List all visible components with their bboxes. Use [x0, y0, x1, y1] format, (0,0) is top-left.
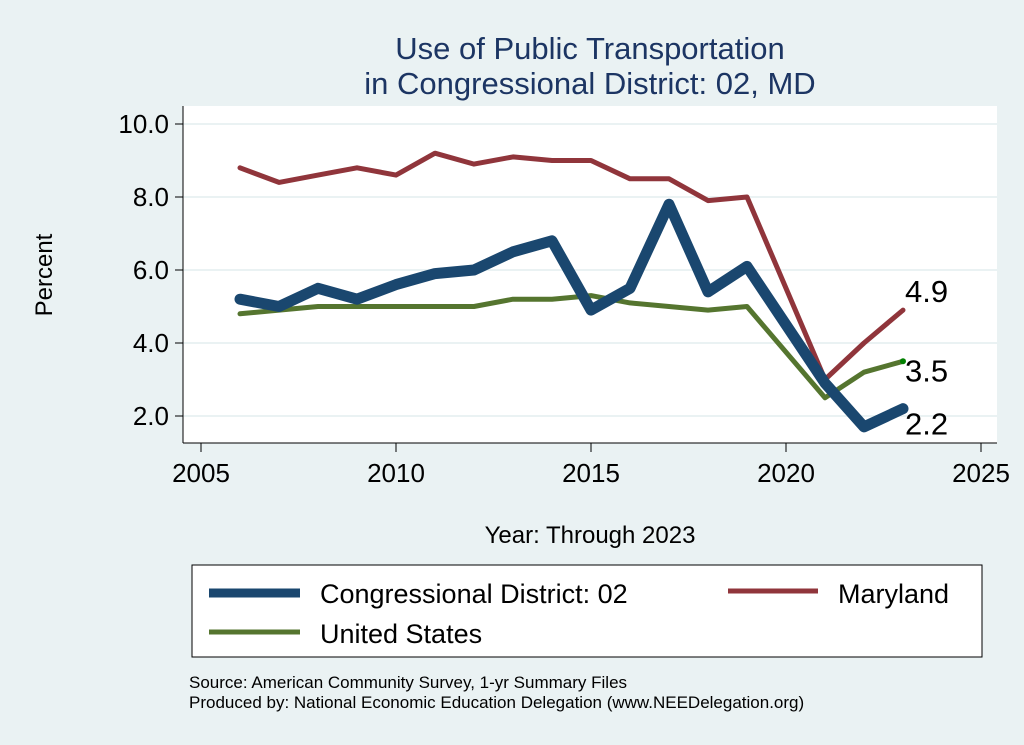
legend-label-united-states: United States	[320, 619, 482, 649]
end-marker	[900, 358, 906, 365]
end-label-united-states: 3.5	[905, 353, 948, 388]
y-tick-label: 6.0	[133, 255, 169, 285]
end-label-cd02: 2.2	[905, 407, 948, 442]
legend-box	[191, 564, 983, 658]
x-tick-label: 2010	[367, 458, 425, 488]
series-line-maryland	[237, 150, 906, 382]
y-axis-title: Percent	[31, 233, 58, 316]
plot-area	[183, 106, 997, 443]
legend: Congressional District: 02 Maryland Unit…	[191, 564, 983, 658]
chart-subtitle: in Congressional District: 02, MD	[364, 66, 815, 101]
x-tick-label: 2005	[172, 458, 230, 488]
y-tick-label: 2.0	[133, 401, 169, 431]
source-note: Source: American Community Survey, 1-yr …	[189, 673, 627, 692]
legend-label-maryland: Maryland	[838, 579, 949, 609]
x-tick-label: 2015	[562, 458, 620, 488]
axes: 2.0 4.0 6.0 8.0 10.0 2005 2010 2015 2020 2025	[118, 106, 1010, 488]
legend-label-cd02: Congressional District: 02	[320, 579, 628, 609]
x-tick-label: 2025	[952, 458, 1010, 488]
chart-title: Use of Public Transportation	[395, 31, 784, 66]
x-tick-label: 2020	[757, 458, 815, 488]
series-lines	[234, 150, 909, 433]
series-line-cd02	[234, 198, 909, 433]
series-line-united-states	[237, 293, 906, 401]
producer-note: Produced by: National Economic Education…	[189, 693, 804, 712]
x-axis-title: Year: Through 2023	[485, 522, 696, 549]
y-tick-label: 8.0	[133, 182, 169, 212]
end-labels: 2.2 4.9 3.5	[900, 274, 948, 442]
y-tick-label: 10.0	[118, 109, 169, 139]
y-tick-label: 4.0	[133, 328, 169, 358]
end-label-maryland: 4.9	[905, 274, 948, 309]
